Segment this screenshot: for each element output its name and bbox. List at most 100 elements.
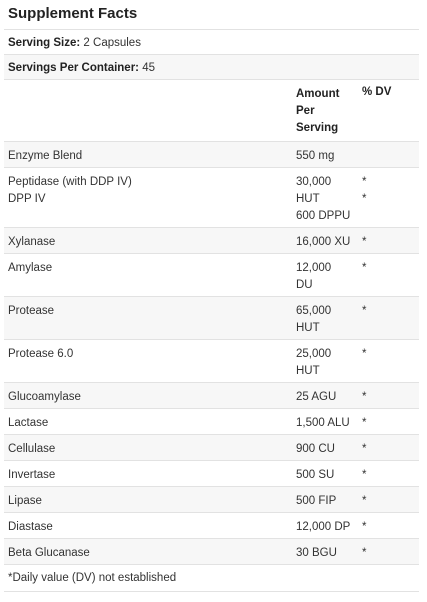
amount-per-serving-cell: 30 BGU	[292, 539, 356, 564]
amount-per-serving: DU	[296, 279, 313, 291]
ingredient-name-cell: Protease	[4, 297, 292, 339]
ingredient-name-cell: Lipase	[4, 487, 292, 512]
table-row: Diastase 12,000 DP *	[4, 513, 419, 539]
footnote: *Daily value (DV) not established	[4, 565, 419, 592]
amount-per-serving-cell: 16,000 XU	[292, 228, 356, 253]
servings-per-container-row: Servings Per Container: 45	[4, 55, 419, 80]
daily-value: *	[362, 391, 367, 403]
header-amount-line: Amount	[296, 88, 340, 100]
daily-value-cell: *	[356, 539, 419, 564]
ingredient-name: Amylase	[8, 262, 53, 274]
amount-per-serving: 25,000	[296, 348, 332, 360]
ingredient-name-cell: Invertase	[4, 461, 292, 486]
table-row: Glucoamylase 25 AGU *	[4, 383, 419, 409]
servings-per-container-label: Servings Per Container:	[8, 62, 140, 74]
amount-per-serving-cell: 550 mg	[292, 142, 356, 167]
amount-per-serving: 12,000 DP	[296, 521, 351, 533]
ingredient-name: Protease	[8, 305, 55, 317]
table-row: Enzyme Blend 550 mg	[4, 142, 419, 168]
amount-per-serving-cell: 12,000 DP	[292, 513, 356, 538]
table-header: Amount Per Serving % DV	[4, 80, 419, 142]
amount-per-serving-cell: 500 SU	[292, 461, 356, 486]
daily-value-cell	[356, 142, 419, 167]
ingredient-name-cell: Glucoamylase	[4, 383, 292, 408]
daily-value: *	[362, 305, 367, 317]
daily-value-cell: *	[356, 254, 419, 296]
daily-value: *	[362, 469, 367, 481]
amount-per-serving: 16,000 XU	[296, 236, 351, 248]
table-row: Peptidase (with DDP IV) DPP IV 30,000 HUT 60…	[4, 168, 419, 228]
daily-value-cell: *	[356, 487, 419, 512]
amount-per-serving-cell: 1,500 ALU	[292, 409, 356, 434]
servings-per-container-value: 45	[142, 62, 156, 74]
ingredient-name-cell: Lactase	[4, 409, 292, 434]
daily-value: *	[362, 176, 367, 188]
ingredient-name-cell: Xylanase	[4, 228, 292, 253]
amount-per-serving: 600 DPPU	[296, 210, 351, 222]
daily-value: *	[362, 443, 367, 455]
amount-per-serving: 30,000	[296, 176, 332, 188]
daily-value: *	[362, 417, 367, 429]
amount-per-serving: 25 AGU	[296, 391, 337, 403]
ingredient-name: Beta Glucanase	[8, 547, 90, 559]
amount-per-serving-cell: 500 FIP	[292, 487, 356, 512]
amount-per-serving-cell: 25 AGU	[292, 383, 356, 408]
daily-value-cell: *	[356, 435, 419, 460]
table-row: Invertase 500 SU *	[4, 461, 419, 487]
amount-per-serving: 900 CU	[296, 443, 335, 455]
ingredient-name: Xylanase	[8, 236, 56, 248]
ingredient-name: Diastase	[8, 521, 53, 533]
ingredient-rows: Enzyme Blend 550 mg Peptidase (with DDP IV…	[4, 142, 419, 565]
amount-per-serving-cell: 12,000 DU	[292, 254, 356, 296]
ingredient-name: Protease 6.0	[8, 348, 74, 360]
ingredient-name-cell: Peptidase (with DDP IV) DPP IV	[4, 168, 292, 227]
daily-value: *	[362, 236, 367, 248]
daily-value: *	[362, 547, 367, 559]
daily-value-cell: *	[356, 513, 419, 538]
daily-value-cell: * *	[356, 168, 419, 227]
ingredient-name-cell: Enzyme Blend	[4, 142, 292, 167]
daily-value-cell: *	[356, 297, 419, 339]
amount-per-serving: HUT	[296, 193, 320, 205]
daily-value: *	[362, 348, 367, 360]
table-row: Protease 6.0 25,000 HUT *	[4, 340, 419, 383]
serving-size-value: 2 Capsules	[83, 37, 141, 49]
panel-title: Supplement Facts	[4, 0, 419, 30]
daily-value: *	[362, 495, 367, 507]
header-ingredient-cell	[4, 80, 292, 141]
header-daily-value: % DV	[362, 86, 392, 98]
amount-per-serving: 12,000	[296, 262, 332, 274]
ingredient-name: Lactase	[8, 417, 49, 429]
table-row: Cellulase 900 CU *	[4, 435, 419, 461]
daily-value: *	[362, 262, 367, 274]
amount-per-serving: 500 FIP	[296, 495, 337, 507]
serving-size-row: Serving Size: 2 Capsules	[4, 30, 419, 55]
amount-per-serving: 500 SU	[296, 469, 335, 481]
ingredient-name: Enzyme Blend	[8, 150, 83, 162]
table-row: Lipase 500 FIP *	[4, 487, 419, 513]
ingredient-name-cell: Diastase	[4, 513, 292, 538]
daily-value: *	[362, 521, 367, 533]
daily-value-cell: *	[356, 461, 419, 486]
daily-value-cell: *	[356, 228, 419, 253]
table-row: Beta Glucanase 30 BGU *	[4, 539, 419, 565]
amount-per-serving-cell: 30,000 HUT 600 DPPU	[292, 168, 356, 227]
header-amount-per-serving: Amount Per Serving	[292, 80, 356, 141]
amount-per-serving: 30 BGU	[296, 547, 337, 559]
amount-per-serving: HUT	[296, 365, 320, 377]
amount-per-serving-cell: 25,000 HUT	[292, 340, 356, 382]
ingredient-name: Invertase	[8, 469, 56, 481]
ingredient-name: DPP IV	[8, 193, 46, 205]
amount-per-serving: 1,500 ALU	[296, 417, 350, 429]
amount-per-serving: HUT	[296, 322, 320, 334]
daily-value: *	[362, 193, 367, 205]
ingredient-name: Cellulase	[8, 443, 56, 455]
daily-value-cell: *	[356, 409, 419, 434]
ingredient-name-cell: Cellulase	[4, 435, 292, 460]
daily-value-cell: *	[356, 383, 419, 408]
ingredient-name-cell: Beta Glucanase	[4, 539, 292, 564]
table-row: Lactase 1,500 ALU *	[4, 409, 419, 435]
serving-size-label: Serving Size:	[8, 37, 81, 49]
daily-value-cell: *	[356, 340, 419, 382]
supplement-facts-panel: Supplement Facts Serving Size: 2 Capsule…	[4, 0, 419, 592]
